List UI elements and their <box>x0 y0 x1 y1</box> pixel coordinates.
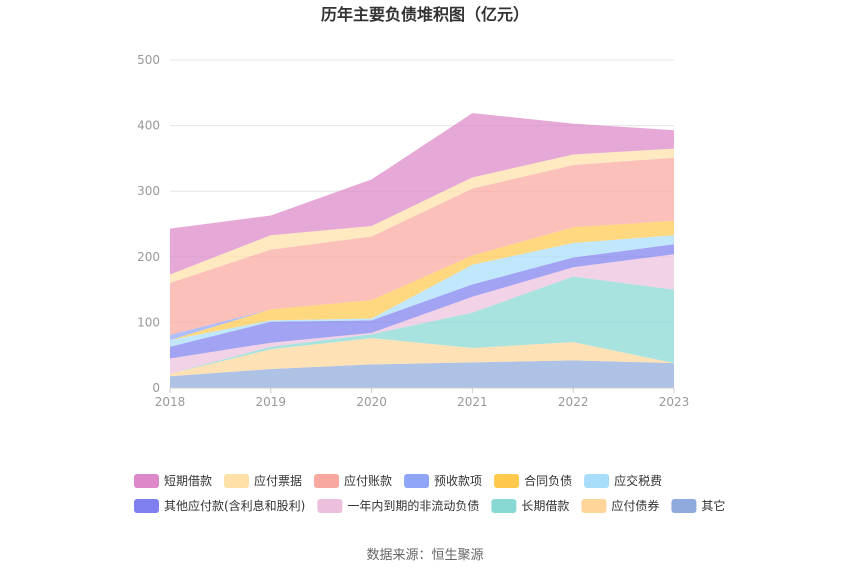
x-tick-label: 2023 <box>659 395 690 409</box>
axes: 0 100 200 300 400 500 2018 2019 2020 2021 2022 2023 <box>137 53 689 409</box>
area-应付账款 <box>170 157 674 335</box>
y-tick-label: 100 <box>137 315 160 329</box>
legend-item[interactable]: 其他应付款(含利息和股利) <box>134 498 305 513</box>
legend-item[interactable]: 合同负债 <box>494 473 572 488</box>
legend-item[interactable]: 一年内到期的非流动负债 <box>317 498 479 513</box>
legend-swatch <box>584 474 610 488</box>
legend-swatch <box>314 474 340 488</box>
legend-item[interactable]: 预收款项 <box>404 474 482 488</box>
area-长期借款 <box>170 276 674 374</box>
legend-item[interactable]: 应付账款 <box>314 473 392 488</box>
area-短期借款 <box>170 113 674 275</box>
x-tick-label: 2020 <box>356 395 387 409</box>
area-其它 <box>170 360 674 388</box>
area-应交税费 <box>170 235 674 347</box>
legend-item[interactable]: 长期借款 <box>491 499 569 513</box>
legend-label: 长期借款 <box>521 499 569 513</box>
legend-item[interactable]: 短期借款 <box>134 474 212 488</box>
legend-label: 合同负债 <box>524 473 572 488</box>
area-series <box>170 113 674 388</box>
y-tick-label: 200 <box>137 250 160 264</box>
legend-label: 其他应付款(含利息和股利) <box>164 498 305 513</box>
legend-swatch <box>581 499 607 513</box>
x-tick-label: 2018 <box>155 395 186 409</box>
legend-label: 其它 <box>701 498 725 513</box>
area-其他应付款(含利息和股利) <box>170 244 674 359</box>
legend-item[interactable]: 其它 <box>671 498 725 513</box>
area-一年内到期的非流动负债 <box>170 254 674 374</box>
legend-swatch <box>404 474 430 488</box>
y-tick-label: 0 <box>152 381 160 395</box>
legend-swatch <box>224 474 250 488</box>
x-tick-label: 2019 <box>256 395 287 409</box>
y-tick-label: 300 <box>137 184 160 198</box>
legend-label: 应付账款 <box>344 473 392 488</box>
x-tick-label: 2021 <box>457 395 488 409</box>
x-tick-label: 2022 <box>558 395 589 409</box>
legend-swatch <box>317 499 343 513</box>
legend-swatch <box>134 474 159 488</box>
legend-item[interactable]: 应付债券 <box>581 498 659 513</box>
chart-title: 历年主要负债堆积图（亿元） <box>321 5 529 24</box>
legend-label: 应交税费 <box>614 473 662 488</box>
legend-swatch <box>494 474 520 488</box>
legend-label: 应付票据 <box>254 473 302 488</box>
legend-swatch <box>671 499 697 513</box>
legend-label: 短期借款 <box>164 474 212 488</box>
legend-swatch <box>134 499 159 513</box>
legend-label: 一年内到期的非流动负债 <box>347 498 479 513</box>
y-tick-label: 500 <box>137 53 160 67</box>
legend-label: 应付债券 <box>611 498 659 513</box>
legend-item[interactable]: 应交税费 <box>584 473 662 488</box>
legend-swatch <box>491 499 517 513</box>
area-合同负债 <box>170 220 674 341</box>
legend-item[interactable]: 应付票据 <box>224 473 302 488</box>
legend-label: 预收款项 <box>434 474 482 488</box>
area-应付债券 <box>170 338 674 377</box>
y-tick-label: 400 <box>137 119 160 133</box>
source-label: 数据来源：恒生聚源 <box>366 548 483 563</box>
